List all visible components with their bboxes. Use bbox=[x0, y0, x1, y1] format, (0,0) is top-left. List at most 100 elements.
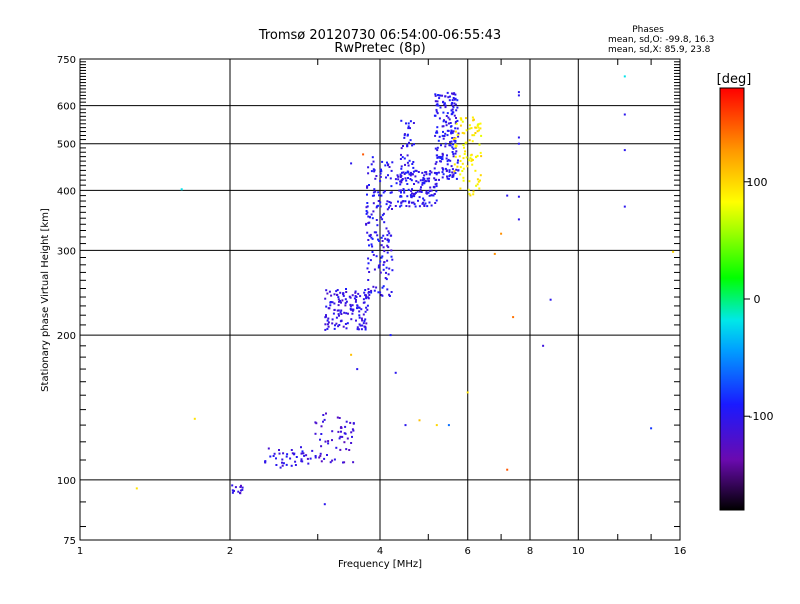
trace-point bbox=[368, 216, 371, 219]
trace-point bbox=[417, 181, 420, 184]
trace-point bbox=[351, 309, 354, 312]
trace-point bbox=[452, 106, 455, 109]
trace-point bbox=[475, 184, 478, 187]
trace-point bbox=[336, 293, 338, 296]
trace-point bbox=[302, 452, 305, 455]
trace-point bbox=[442, 168, 445, 171]
trace-point bbox=[444, 142, 447, 145]
trace-point bbox=[414, 205, 417, 208]
trace-point bbox=[430, 194, 433, 197]
trace-point bbox=[345, 291, 348, 293]
trace-point bbox=[373, 169, 376, 172]
isolated-point bbox=[493, 252, 496, 255]
trace-point bbox=[451, 131, 454, 134]
trace-point bbox=[412, 201, 415, 204]
trace-point bbox=[406, 145, 409, 148]
trace-point bbox=[449, 144, 452, 147]
trace-point bbox=[378, 194, 380, 197]
trace-point bbox=[435, 190, 438, 193]
trace-point bbox=[455, 144, 458, 147]
trace-point bbox=[399, 180, 402, 183]
trace-point bbox=[456, 99, 459, 102]
trace-point bbox=[366, 202, 369, 204]
trace-point bbox=[375, 231, 378, 234]
trace-point bbox=[363, 291, 366, 294]
isolated-point bbox=[623, 113, 626, 116]
y-tick-label: 300 bbox=[57, 246, 76, 257]
trace-point bbox=[425, 180, 428, 183]
trace-point bbox=[336, 289, 339, 291]
trace-point bbox=[426, 177, 429, 180]
trace-point bbox=[377, 191, 380, 194]
trace-point bbox=[394, 178, 397, 181]
trace-point bbox=[467, 159, 470, 162]
trace-point bbox=[351, 312, 354, 315]
trace-point bbox=[413, 195, 416, 198]
trace-point bbox=[339, 311, 342, 314]
trace-point bbox=[358, 323, 361, 326]
trace-point bbox=[379, 201, 382, 204]
trace-point bbox=[400, 167, 403, 170]
trace-point bbox=[406, 183, 409, 185]
trace-point bbox=[438, 178, 440, 181]
trace-point bbox=[396, 174, 399, 177]
trace-point bbox=[456, 106, 459, 109]
trace-point bbox=[451, 171, 454, 174]
trace-point bbox=[450, 140, 453, 143]
isolated-point bbox=[193, 417, 196, 420]
trace-point bbox=[381, 255, 384, 258]
trace-point bbox=[300, 452, 303, 455]
trace-point bbox=[294, 460, 297, 463]
trace-point bbox=[390, 255, 393, 258]
trace-point bbox=[476, 154, 479, 157]
trace-point bbox=[404, 177, 407, 180]
trace-point bbox=[394, 205, 397, 207]
trace-point bbox=[373, 231, 376, 234]
trace-point bbox=[406, 133, 409, 136]
trace-point bbox=[337, 309, 340, 312]
trace-point bbox=[356, 307, 358, 310]
trace-point bbox=[468, 127, 471, 130]
trace-point bbox=[340, 301, 342, 304]
trace-point bbox=[389, 177, 392, 180]
trace-point bbox=[433, 171, 436, 174]
trace-point bbox=[273, 452, 276, 455]
trace-point bbox=[435, 108, 438, 111]
trace-point bbox=[365, 294, 368, 297]
trace-point bbox=[380, 194, 383, 197]
trace-point bbox=[434, 100, 437, 103]
isolated-point bbox=[517, 91, 520, 94]
trace-point bbox=[338, 324, 341, 326]
trace-point bbox=[399, 183, 402, 186]
trace-point bbox=[352, 461, 355, 464]
trace-point bbox=[388, 206, 390, 209]
trace-point bbox=[239, 492, 242, 495]
trace-point bbox=[329, 304, 332, 307]
trace-point bbox=[459, 166, 462, 169]
trace-point bbox=[294, 464, 297, 466]
trace-point bbox=[440, 144, 442, 147]
trace-point bbox=[406, 161, 409, 164]
trace-point bbox=[430, 204, 433, 207]
trace-point bbox=[409, 194, 412, 197]
trace-point bbox=[434, 134, 437, 137]
isolated-point bbox=[549, 298, 552, 301]
trace-point bbox=[435, 172, 438, 174]
trace-point bbox=[451, 99, 454, 102]
trace-point bbox=[399, 173, 402, 176]
trace-point bbox=[409, 120, 412, 123]
trace-point bbox=[388, 293, 391, 296]
trace-point bbox=[406, 154, 409, 157]
trace-point bbox=[362, 322, 365, 325]
trace-point bbox=[331, 322, 334, 325]
trace-point bbox=[400, 119, 403, 122]
trace-point bbox=[449, 141, 451, 144]
trace-point bbox=[465, 129, 468, 132]
trace-point bbox=[455, 109, 458, 112]
trace-point bbox=[397, 175, 400, 178]
trace-point bbox=[333, 293, 336, 296]
trace-point bbox=[327, 440, 330, 443]
trace-point bbox=[459, 124, 462, 127]
trace-point bbox=[231, 484, 234, 487]
trace-point bbox=[403, 136, 406, 139]
